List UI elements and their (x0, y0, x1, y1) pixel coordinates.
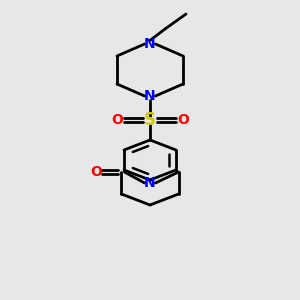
Text: S: S (144, 111, 156, 129)
Text: O: O (90, 165, 102, 179)
Text: O: O (177, 113, 189, 127)
Text: N: N (144, 89, 156, 103)
Text: O: O (111, 113, 123, 127)
Text: N: N (144, 176, 156, 190)
Text: N: N (144, 37, 156, 51)
